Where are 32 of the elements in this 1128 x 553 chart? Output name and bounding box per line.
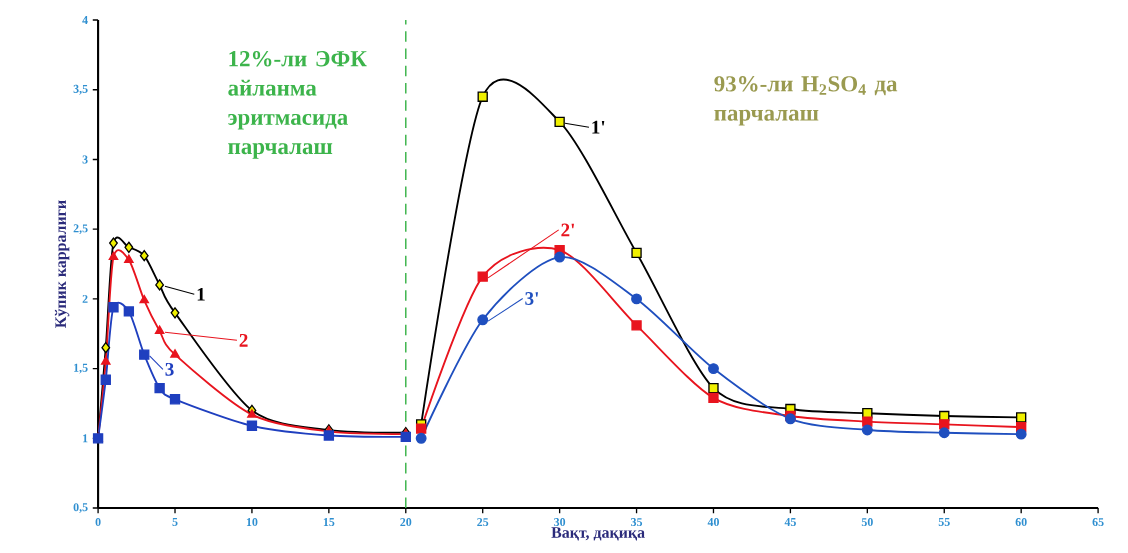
legend-label: 1' (592, 120, 605, 134)
legend-label: 3 (165, 362, 174, 376)
x-tick-label: 55 (938, 518, 950, 526)
y-tick-label: 0,5 (73, 503, 88, 513)
y-tick-label: 1 (83, 434, 88, 443)
legend-label: 1 (197, 287, 205, 301)
x-tick-label: 30 (554, 518, 566, 527)
x-tick-label: 35 (631, 518, 643, 527)
y-tick-label: 2,5 (73, 224, 88, 235)
x-tick-label: 65 (1092, 518, 1104, 527)
legend-label: 2 (239, 333, 248, 347)
y-tick-label: 4 (82, 16, 88, 24)
x-tick-label: 60 (1015, 518, 1027, 527)
legend-label: 3' (525, 292, 538, 305)
x-tick-label: 5 (172, 518, 178, 526)
annotation: 12%-ли ЭФК айланма эритмасида парчалаш (228, 50, 367, 159)
y-tick-label: 3,5 (73, 84, 88, 95)
x-tick-label: 0 (95, 518, 101, 527)
x-tick-label: 25 (477, 518, 489, 527)
x-axis-title: Вақт, дақиқа (551, 527, 645, 541)
y-tick-label: 1,5 (74, 363, 88, 374)
series-label: 2' (561, 223, 575, 237)
text: 93%-ли H$_{2}$SO$_{4}$ да парчалаш (714, 76, 898, 126)
y-tick-label: 2 (82, 294, 88, 303)
x-tick-label: 15 (323, 518, 335, 527)
x-tick-label: 50 (861, 518, 873, 527)
x-tick-label: 45 (784, 518, 796, 527)
x-tick-label: 40 (707, 518, 719, 527)
y-axis-title: Кўпик карралиги (54, 200, 70, 328)
x-tick-label: 10 (246, 518, 258, 527)
x-tick-label: 20 (400, 518, 412, 527)
y-tick-label: 3 (82, 155, 88, 164)
